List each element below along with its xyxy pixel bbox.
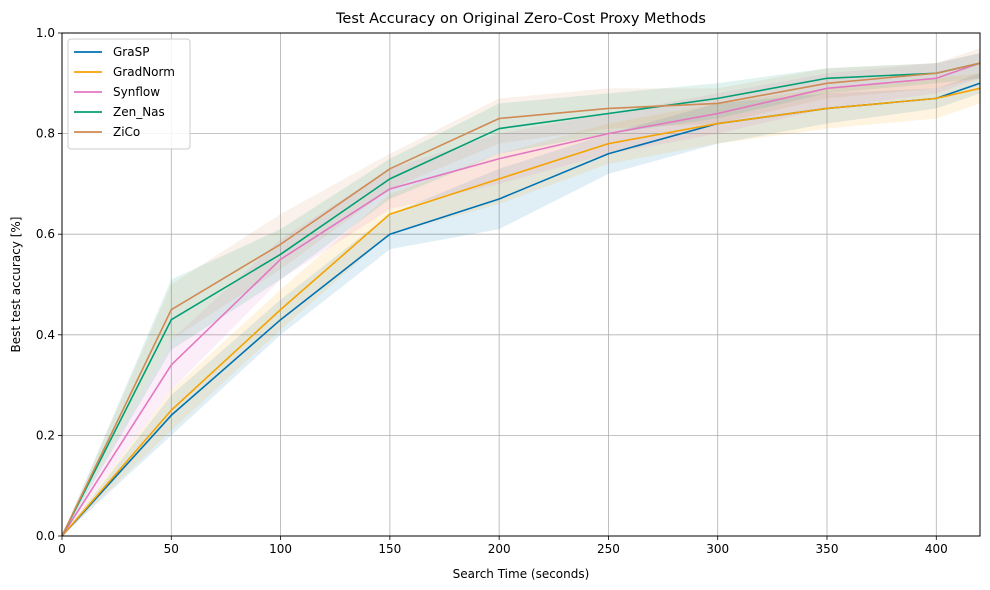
legend: GraSP GradNorm Synflow Zen_Nas ZiCo (67, 38, 191, 150)
y-tick-label: 0.8 (36, 127, 55, 141)
legend-box (67, 38, 191, 150)
x-tick-label: 100 (269, 542, 292, 556)
y-tick-label: 1.0 (36, 26, 55, 40)
y-axis-title: Best test accuracy [%] (9, 217, 23, 353)
legend-label: Synflow (113, 85, 160, 99)
x-tick-label: 400 (925, 542, 948, 556)
series-line-gradnorm (61, 87, 981, 537)
x-tick-label: 300 (706, 542, 729, 556)
series-lines (61, 62, 981, 537)
legend-label: GradNorm (113, 65, 175, 79)
confidence-bands (62, 48, 980, 537)
x-tick-label: 350 (816, 542, 839, 556)
confidence-band-gradnorm (62, 73, 980, 537)
x-tick-label: 0 (58, 542, 66, 556)
legend-label: GraSP (113, 45, 149, 59)
series-line-synflow (61, 62, 981, 537)
plot-frame (61, 32, 981, 537)
series-line-zico (61, 62, 981, 537)
legend-label: Zen_Nas (113, 105, 165, 119)
y-tick-label: 0.0 (36, 529, 55, 543)
legend-label: ZiCo (113, 125, 140, 139)
x-tick-label: 50 (164, 542, 179, 556)
x-axis-title: Search Time (seconds) (453, 567, 590, 581)
confidence-band-zen-nas (62, 53, 980, 537)
y-tick-label: 0.6 (36, 227, 55, 241)
x-tick-label: 150 (378, 542, 401, 556)
x-tick-label: 200 (488, 542, 511, 556)
confidence-band-grasp (62, 73, 980, 537)
y-axis-ticks: 0.0 0.2 0.4 0.6 0.8 1.0 (36, 26, 62, 543)
x-tick-label: 250 (597, 542, 620, 556)
confidence-band-synflow (62, 53, 980, 537)
series-line-zen-nas (61, 62, 981, 537)
chart-title: Test Accuracy on Original Zero-Cost Prox… (335, 11, 706, 27)
y-tick-label: 0.2 (36, 428, 55, 442)
y-tick-label: 0.4 (36, 328, 55, 342)
x-axis-ticks: 0 50 100 150 200 250 300 350 400 (58, 536, 948, 556)
